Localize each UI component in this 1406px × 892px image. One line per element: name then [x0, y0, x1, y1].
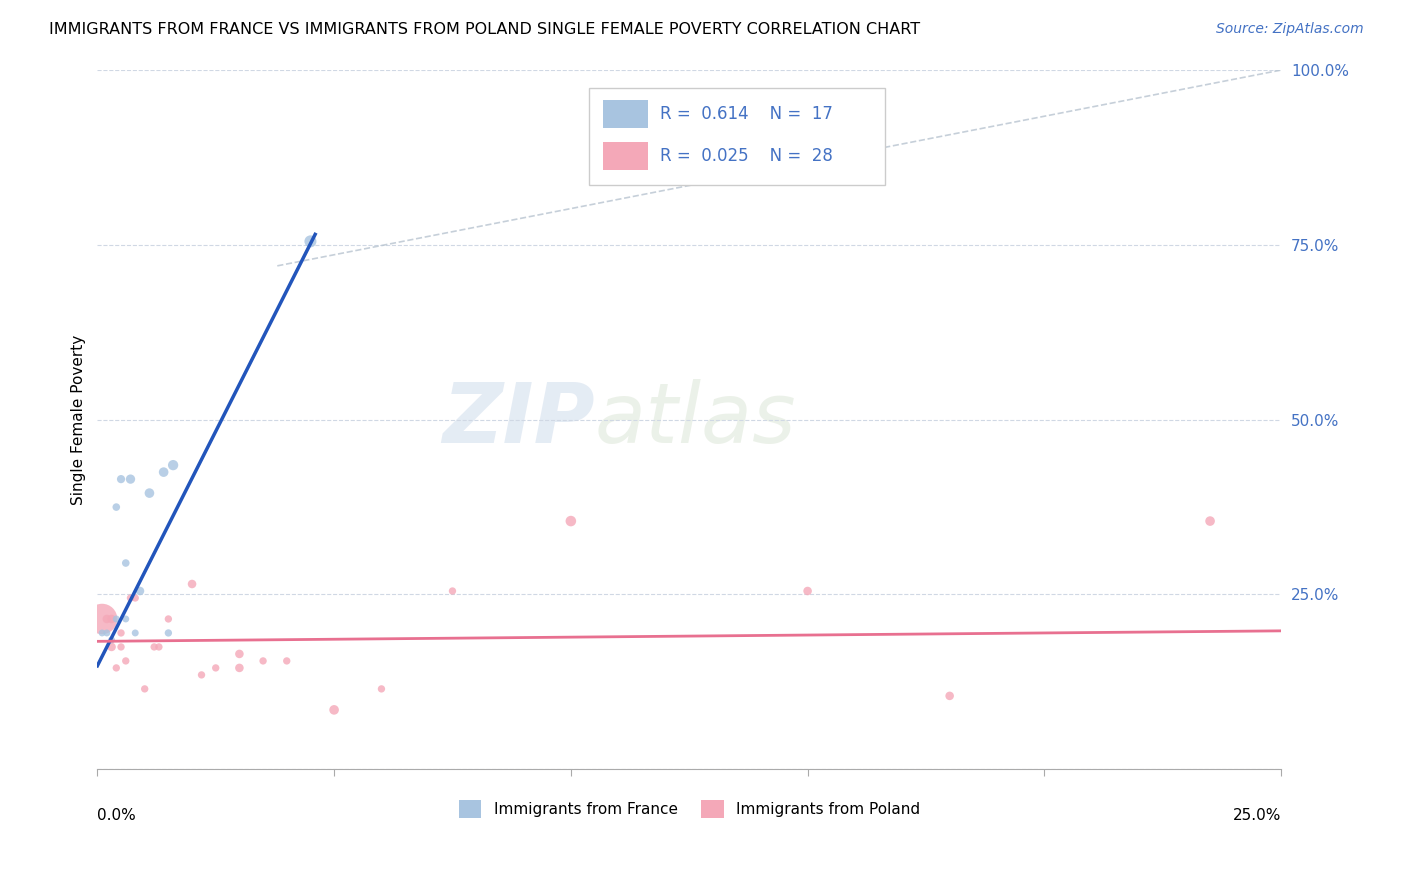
Point [654, 95, 676, 109]
Point [152, 465, 174, 479]
Text: 25.0%: 25.0% [1233, 808, 1281, 822]
Point [96, 626, 118, 640]
Point [100, 640, 122, 654]
Point [134, 681, 156, 696]
Y-axis label: Single Female Poverty: Single Female Poverty [72, 334, 86, 505]
Point [252, 654, 274, 668]
Point [1199, 514, 1222, 528]
Point [91, 612, 114, 626]
Point [190, 668, 212, 682]
Text: Source: ZipAtlas.com: Source: ZipAtlas.com [1216, 22, 1364, 37]
Point [100, 632, 122, 647]
Point [143, 640, 166, 654]
Point [370, 681, 392, 696]
Point [100, 612, 122, 626]
Point [110, 626, 132, 640]
Point [105, 500, 128, 514]
Text: R =  0.614    N =  17: R = 0.614 N = 17 [659, 105, 832, 123]
Point [96, 612, 118, 626]
Point [110, 640, 132, 654]
Point [105, 661, 128, 675]
Text: atlas: atlas [595, 379, 796, 460]
Point [120, 472, 142, 486]
Point [181, 577, 204, 591]
Point [162, 458, 184, 472]
Point [120, 591, 142, 605]
Text: 0.0%: 0.0% [97, 808, 136, 822]
Point [204, 661, 226, 675]
Point [938, 689, 960, 703]
Point [299, 235, 322, 249]
Point [228, 647, 250, 661]
Point [91, 626, 114, 640]
Point [124, 591, 146, 605]
Text: R =  0.025    N =  28: R = 0.025 N = 28 [659, 147, 832, 165]
Point [796, 584, 818, 599]
Point [276, 654, 298, 668]
Point [138, 486, 160, 500]
Point [157, 626, 180, 640]
Point [560, 514, 582, 528]
Point [129, 584, 152, 599]
Point [105, 612, 128, 626]
Legend: Immigrants from France, Immigrants from Poland: Immigrants from France, Immigrants from … [453, 794, 927, 824]
Point [441, 584, 464, 599]
Point [148, 640, 170, 654]
Text: IMMIGRANTS FROM FRANCE VS IMMIGRANTS FROM POLAND SINGLE FEMALE POVERTY CORRELATI: IMMIGRANTS FROM FRANCE VS IMMIGRANTS FRO… [49, 22, 921, 37]
Point [157, 612, 180, 626]
FancyBboxPatch shape [589, 87, 884, 186]
Point [228, 661, 250, 675]
Point [114, 556, 136, 570]
Text: ZIP: ZIP [441, 379, 595, 460]
Point [110, 472, 132, 486]
FancyBboxPatch shape [603, 100, 648, 128]
Point [114, 612, 136, 626]
Point [124, 626, 146, 640]
Point [323, 703, 346, 717]
Point [114, 654, 136, 668]
FancyBboxPatch shape [603, 142, 648, 170]
